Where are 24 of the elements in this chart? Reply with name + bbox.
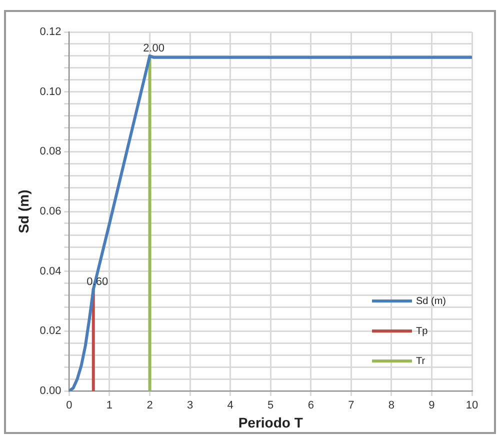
y-tick-label: 0.00 <box>40 385 62 398</box>
y-axis-title: Sd (m) <box>15 190 32 234</box>
x-tick-label: 8 <box>388 400 395 412</box>
x-tick-label: 1 <box>106 400 113 412</box>
x-tick-label: 0 <box>66 400 72 412</box>
x-tick-label: 4 <box>227 400 234 412</box>
x-tick-label: 10 <box>466 400 478 412</box>
y-tick-label: 0.04 <box>40 265 62 278</box>
x-tick-label: 6 <box>308 400 314 412</box>
legend-label: Tr <box>416 356 426 367</box>
y-tick-label: 0.06 <box>40 206 62 218</box>
legend-label: Sd (m) <box>416 296 446 307</box>
x-tick-label: 5 <box>268 400 274 412</box>
y-tick-label: 0.10 <box>40 86 62 98</box>
y-tick-label: 0.02 <box>40 325 62 338</box>
x-tick-label: 9 <box>428 400 435 412</box>
x-tick-label: 7 <box>348 400 354 412</box>
y-tick-label: 0.08 <box>40 146 62 158</box>
annotation: 2.00 <box>143 42 164 54</box>
x-tick-label: 2 <box>146 400 153 412</box>
x-axis-title: Periodo T <box>238 414 304 430</box>
y-tick-label: 0.12 <box>40 26 62 38</box>
legend-label: Tp <box>416 326 428 337</box>
x-tick-label: 3 <box>186 400 194 412</box>
